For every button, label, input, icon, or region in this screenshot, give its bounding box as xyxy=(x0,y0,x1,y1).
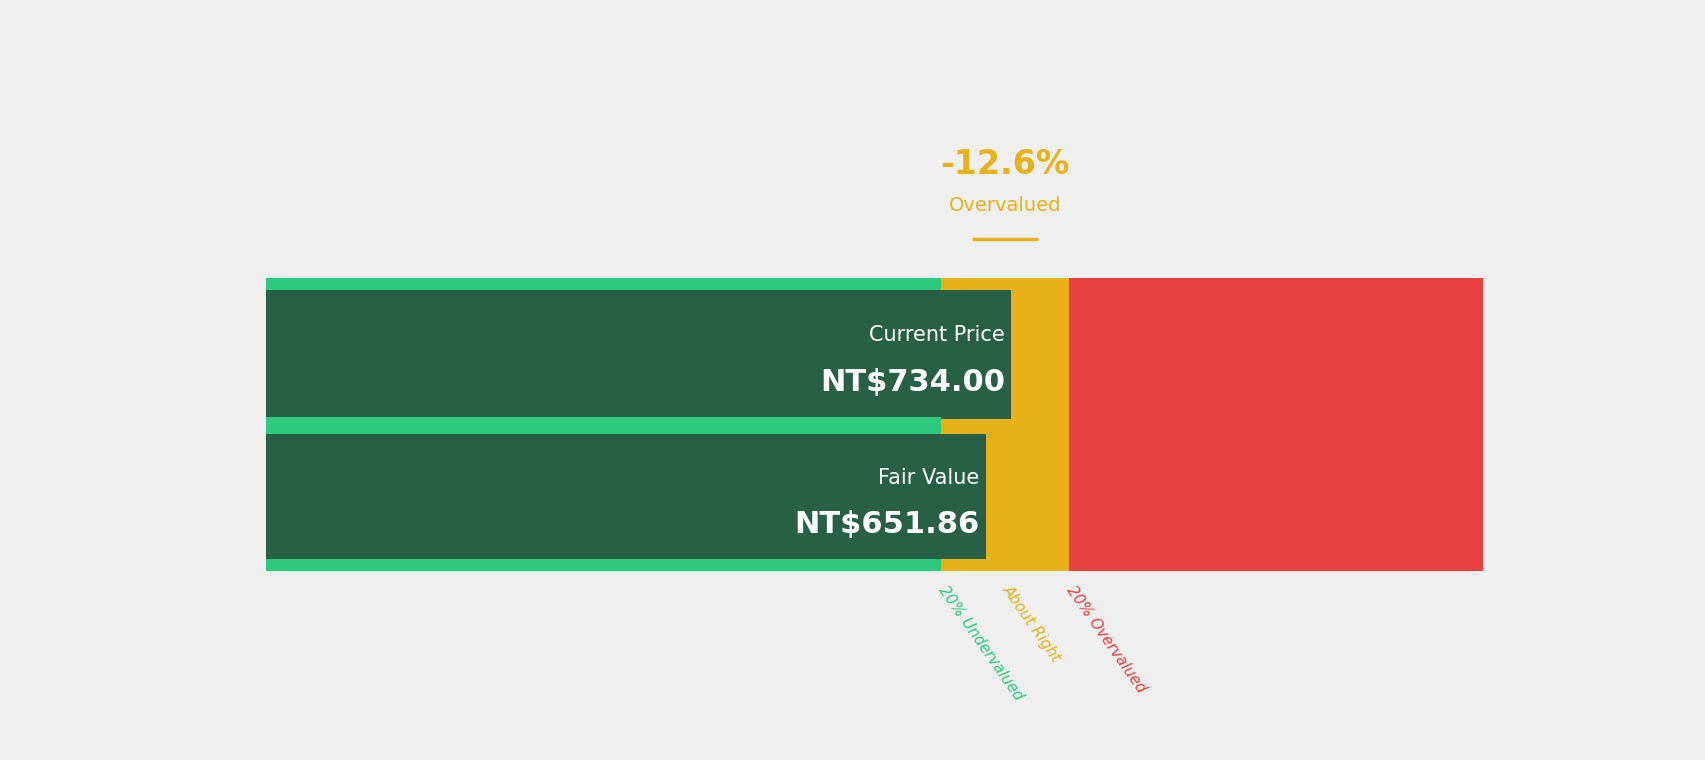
Bar xyxy=(266,433,985,559)
Text: 20% Overvalued: 20% Overvalued xyxy=(1062,583,1147,695)
Text: 20% Undervalued: 20% Undervalued xyxy=(934,583,1025,703)
Text: Fair Value: Fair Value xyxy=(878,467,979,488)
Text: NT$651.86: NT$651.86 xyxy=(793,510,979,539)
Text: Overvalued: Overvalued xyxy=(948,196,1061,215)
Bar xyxy=(1069,278,1482,571)
Text: About Right: About Right xyxy=(999,583,1062,665)
Bar xyxy=(266,417,941,428)
Text: -12.6%: -12.6% xyxy=(939,148,1069,181)
Bar xyxy=(266,290,1011,419)
Text: Current Price: Current Price xyxy=(868,325,1004,345)
Bar xyxy=(266,278,941,287)
Bar xyxy=(266,278,941,571)
Bar xyxy=(266,562,941,571)
Bar xyxy=(941,278,1069,571)
Text: NT$734.00: NT$734.00 xyxy=(820,369,1004,397)
